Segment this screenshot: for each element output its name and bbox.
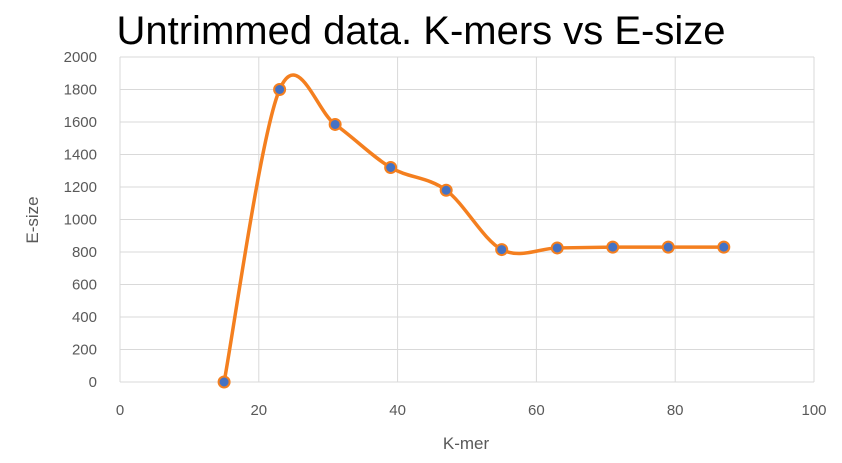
gridlines	[119, 56, 815, 383]
y-tick-label: 1000	[64, 212, 97, 229]
data-point	[717, 240, 731, 254]
y-tick-label: 600	[72, 277, 97, 294]
x-tick-label: 40	[389, 402, 406, 419]
data-point	[217, 375, 231, 389]
x-tick-label: 100	[801, 402, 826, 419]
y-tick-label: 0	[89, 374, 97, 391]
data-point	[439, 183, 453, 197]
x-tick-label: 80	[667, 402, 684, 419]
y-tick-label: 1800	[64, 82, 97, 99]
y-tick-label: 800	[72, 244, 97, 261]
y-tick-label: 1400	[64, 147, 97, 164]
x-axis-title: K-mer	[443, 434, 490, 453]
chart-title: Untrimmed data. K-mers vs E-size	[116, 9, 726, 53]
data-point	[328, 117, 342, 131]
x-tick-label: 0	[116, 402, 124, 419]
y-tick-labels: 0 200 400 600 800 1000 1200 1400 1600 1800 2000	[64, 49, 97, 391]
data-point	[606, 240, 620, 254]
data-point	[661, 240, 675, 254]
data-point	[273, 83, 287, 96]
series-layer	[217, 73, 731, 389]
y-tick-label: 200	[72, 342, 97, 359]
data-point	[384, 161, 398, 174]
data-point	[495, 243, 509, 257]
x-tick-label: 20	[250, 402, 267, 419]
x-tick-label: 60	[528, 402, 545, 419]
x-tick-labels: 0 20 40 60 80 100	[116, 402, 827, 419]
y-tick-label: 1600	[64, 114, 97, 131]
data-point	[550, 241, 564, 255]
y-tick-label: 1200	[64, 179, 97, 196]
y-tick-label: 2000	[64, 49, 97, 66]
y-axis-title: E-size	[23, 196, 42, 243]
series-line	[222, 73, 726, 384]
y-tick-label: 400	[72, 309, 97, 326]
